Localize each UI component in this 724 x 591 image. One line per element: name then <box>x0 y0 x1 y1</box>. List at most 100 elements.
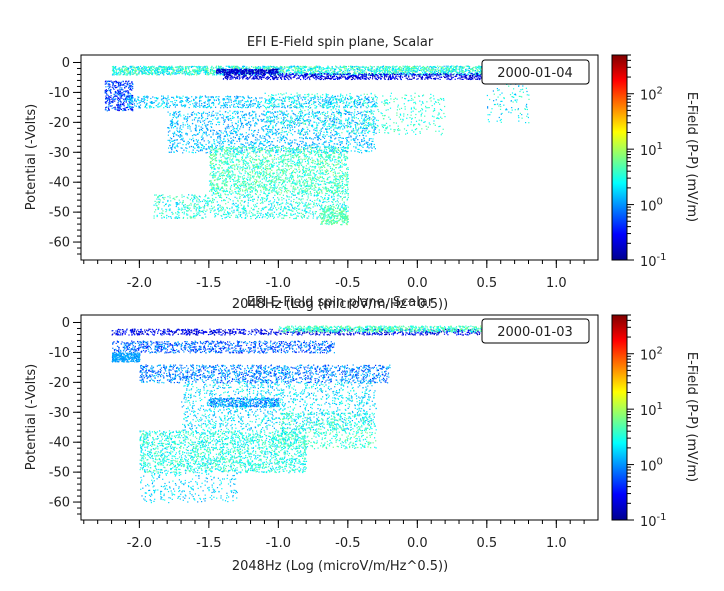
data-point <box>344 106 346 108</box>
data-point <box>141 71 143 73</box>
data-point <box>119 95 121 97</box>
data-point <box>248 77 250 79</box>
data-point <box>196 68 198 70</box>
data-point <box>109 90 111 92</box>
data-point <box>268 100 270 102</box>
data-point <box>288 96 290 98</box>
data-point <box>360 107 362 109</box>
data-point <box>247 96 249 98</box>
data-point <box>469 70 471 72</box>
data-point <box>129 108 131 110</box>
data-point <box>109 96 111 98</box>
data-point <box>279 65 281 67</box>
data-point <box>131 100 134 102</box>
data-point <box>400 76 402 78</box>
data-point <box>180 71 182 73</box>
data-point <box>125 95 128 97</box>
data-point <box>258 105 260 107</box>
data-point <box>162 100 164 102</box>
data-point <box>125 74 127 76</box>
data-point <box>476 74 478 76</box>
data-point <box>132 95 134 97</box>
data-point <box>262 65 264 67</box>
data-point <box>164 66 166 68</box>
data-point <box>308 102 310 104</box>
data-point <box>149 107 151 109</box>
data-point <box>110 80 112 82</box>
data-point <box>344 96 347 98</box>
data-point <box>195 104 197 106</box>
data-point <box>327 69 329 71</box>
data-point <box>246 72 248 74</box>
data-point <box>316 65 318 67</box>
data-point <box>450 78 452 81</box>
data-point <box>386 75 388 77</box>
data-point <box>226 104 228 107</box>
data-point <box>271 97 273 99</box>
data-point <box>132 87 134 90</box>
data-point <box>238 101 240 103</box>
data-point <box>265 72 267 74</box>
data-point <box>117 73 119 75</box>
data-point <box>471 77 473 79</box>
data-point <box>258 76 261 78</box>
data-point <box>311 74 313 76</box>
data-point <box>436 75 438 77</box>
data-point <box>271 72 273 74</box>
data-point <box>229 72 231 74</box>
data-point <box>129 103 131 105</box>
data-point <box>217 98 219 100</box>
data-point <box>459 66 461 68</box>
data-point <box>131 94 133 96</box>
data-point <box>263 105 265 107</box>
data-point <box>198 103 200 105</box>
data-point <box>209 71 211 73</box>
data-point <box>218 66 220 68</box>
data-point <box>219 65 221 68</box>
data-point <box>382 74 384 76</box>
data-point <box>277 69 279 71</box>
data-point <box>358 103 360 105</box>
data-point <box>129 98 131 101</box>
data-point <box>346 74 348 76</box>
data-point <box>125 80 127 82</box>
data-point <box>372 105 374 107</box>
data-point <box>156 69 158 71</box>
data-point <box>117 108 119 110</box>
data-point <box>182 95 184 97</box>
data-point <box>421 77 423 79</box>
data-point <box>118 107 120 109</box>
data-point <box>247 69 249 72</box>
data-point <box>106 99 109 102</box>
data-point <box>190 100 192 102</box>
data-point <box>153 69 155 71</box>
data-point <box>330 74 333 76</box>
data-point <box>409 65 411 68</box>
data-point <box>243 76 245 78</box>
data-point <box>379 72 381 74</box>
data-point <box>147 96 149 98</box>
data-point <box>109 102 112 104</box>
data-point <box>236 68 238 70</box>
data-point <box>361 71 363 73</box>
data-point <box>478 75 480 77</box>
data-point <box>255 74 257 76</box>
data-point <box>333 74 335 76</box>
data-point <box>405 75 407 77</box>
data-point <box>395 69 397 71</box>
data-point <box>456 74 458 76</box>
data-point <box>275 67 277 69</box>
data-point <box>381 76 383 78</box>
data-point <box>395 74 397 76</box>
data-point <box>341 75 343 77</box>
data-point <box>298 101 300 103</box>
data-point <box>186 66 188 68</box>
data-point <box>213 72 215 74</box>
data-point <box>212 74 214 76</box>
data-point <box>253 71 255 73</box>
data-point <box>228 75 230 77</box>
data-point <box>299 69 301 71</box>
data-point <box>165 69 168 71</box>
data-point <box>338 69 341 71</box>
data-point <box>413 76 415 78</box>
